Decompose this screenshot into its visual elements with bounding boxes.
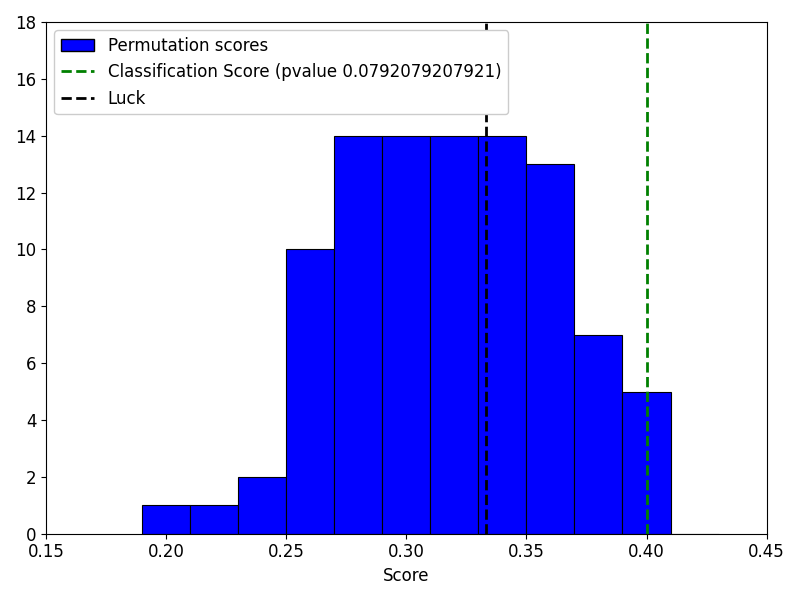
Bar bbox=[526, 164, 574, 534]
Classification Score (pvalue 0.0792079207921) bbox=[642, 530, 651, 538]
Luck bbox=[482, 502, 491, 509]
Bar bbox=[574, 335, 622, 534]
Bar bbox=[190, 505, 238, 534]
Bar bbox=[142, 505, 190, 534]
Bar bbox=[478, 136, 526, 534]
Bar bbox=[382, 136, 430, 534]
Bar bbox=[334, 136, 382, 534]
Bar bbox=[286, 250, 334, 534]
Classification Score (pvalue 0.0792079207921) bbox=[642, 502, 651, 509]
X-axis label: Score: Score bbox=[383, 567, 430, 585]
Bar bbox=[622, 392, 670, 534]
Luck bbox=[482, 530, 491, 538]
Bar bbox=[430, 136, 478, 534]
Legend: Permutation scores, Classification Score (pvalue 0.0792079207921), Luck: Permutation scores, Classification Score… bbox=[54, 31, 508, 115]
Bar bbox=[238, 477, 286, 534]
